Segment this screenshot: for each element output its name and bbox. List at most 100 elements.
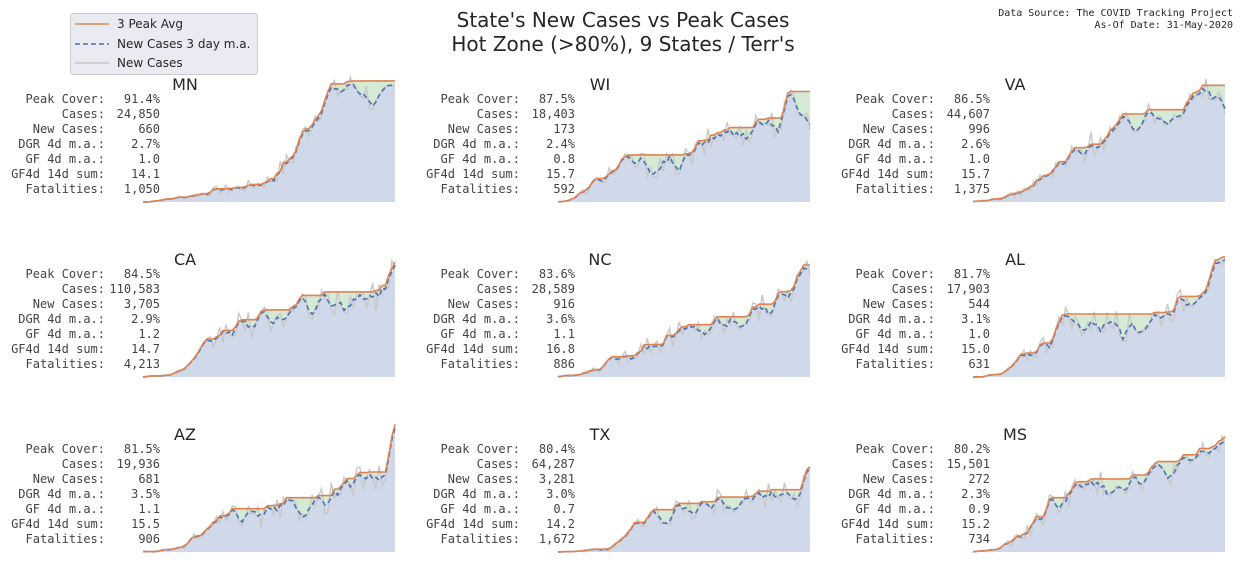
series-peak-avg	[973, 255, 1226, 378]
stat-value: 1.0	[968, 327, 990, 341]
stat-label: New Cases:	[448, 297, 520, 311]
stat-label: GF4d 14d sum:	[11, 517, 105, 531]
stat-value: 3.6%	[546, 312, 576, 326]
stat-value: 80.4%	[539, 442, 576, 456]
state-title: NC	[588, 250, 611, 269]
stat-value: 28,589	[532, 282, 575, 296]
stat-label: New Cases:	[33, 122, 105, 136]
stat-value: 681	[138, 472, 160, 486]
stat-label: Fatalities:	[856, 357, 935, 371]
stat-label: DGR 4d m.a.:	[848, 487, 935, 501]
state-title: AZ	[174, 425, 196, 444]
stat-label: Fatalities:	[26, 182, 105, 196]
fill-gap	[973, 85, 1225, 202]
stat-label: Peak Cover:	[856, 92, 935, 106]
stat-label: New Cases:	[863, 122, 935, 136]
stat-label: Fatalities:	[441, 357, 520, 371]
stat-label: New Cases:	[448, 472, 520, 486]
legend-swatch-ma	[75, 43, 109, 45]
legend: 3 Peak Avg New Cases 3 day m.a. New Case…	[70, 13, 258, 75]
data-source: Data Source: The COVID Tracking Project …	[998, 8, 1233, 32]
stat-label: Fatalities:	[856, 182, 935, 196]
stat-label: DGR 4d m.a.:	[18, 312, 105, 326]
stat-label: Cases:	[477, 457, 520, 471]
stat-label: GF 4d m.a.:	[856, 152, 935, 166]
stat-value: 2.6%	[961, 137, 991, 151]
stat-value: 1.0	[968, 152, 990, 166]
state-title: AL	[1005, 250, 1025, 269]
stat-value: 87.5%	[539, 92, 576, 106]
stat-value: 15,501	[947, 457, 990, 471]
stat-value: 2.4%	[546, 137, 576, 151]
fill-under	[973, 440, 1225, 552]
stat-value: 1.0	[138, 152, 160, 166]
stat-label: Fatalities:	[441, 532, 520, 546]
stat-label: Fatalities:	[26, 532, 105, 546]
stat-value: 14.1	[131, 167, 160, 181]
panel-mn: MN Peak Cover: 91.4% Cases: 24,850 New Cases:…	[11, 74, 396, 203]
series-peak-avg	[557, 90, 810, 203]
stat-value: 1.2	[138, 327, 160, 341]
stat-value: 24,850	[117, 107, 160, 121]
source-line-1: Data Source: The COVID Tracking Project	[998, 8, 1233, 19]
stat-value: 83.6%	[539, 267, 576, 281]
stat-label: New Cases:	[33, 472, 105, 486]
stat-label: Fatalities:	[441, 182, 520, 196]
stat-value: 18,403	[532, 107, 575, 121]
stat-value: 15.5	[131, 517, 160, 531]
stat-value: 272	[968, 472, 990, 486]
stat-value: 1,375	[954, 182, 990, 196]
state-title: TX	[589, 425, 611, 444]
stat-label: New Cases:	[863, 297, 935, 311]
stat-label: New Cases:	[448, 122, 520, 136]
stat-value: 80.2%	[954, 442, 991, 456]
panel-al: AL Peak Cover: 81.7% Cases: 17,903 New Cases:…	[841, 250, 1226, 378]
stat-value: 660	[138, 122, 160, 136]
stat-label: GF 4d m.a.:	[441, 152, 520, 166]
series-peak-avg	[142, 261, 396, 378]
stat-label: Peak Cover:	[26, 442, 105, 456]
stat-label: GF4d 14d sum:	[841, 167, 935, 181]
stat-value: 544	[968, 297, 990, 311]
stat-label: GF 4d m.a.:	[441, 502, 520, 516]
state-title: MS	[1003, 425, 1027, 444]
stat-value: 1,672	[539, 532, 575, 546]
stat-label: Peak Cover:	[856, 267, 935, 281]
stat-label: Peak Cover:	[26, 267, 105, 281]
stat-value: 4,213	[124, 357, 160, 371]
stat-label: Fatalities:	[26, 357, 105, 371]
stat-value: 173	[553, 122, 575, 136]
stat-label: GF4d 14d sum:	[11, 342, 105, 356]
stat-label: Cases:	[892, 282, 935, 296]
stat-value: 1.1	[553, 327, 575, 341]
stat-value: 91.4%	[124, 92, 161, 106]
stat-value: 14.2	[546, 517, 575, 531]
stat-label: New Cases:	[863, 472, 935, 486]
stat-value: 3.0%	[546, 487, 576, 501]
series-new-cases-ma	[973, 259, 1226, 378]
stat-value: 64,287	[532, 457, 575, 471]
fill-gap	[973, 436, 1225, 552]
legend-swatch-raw	[75, 62, 109, 64]
fill-gap	[973, 256, 1225, 377]
panel-ms: MS Peak Cover: 80.2% Cases: 15,501 New Cases:…	[841, 425, 1226, 553]
stat-label: DGR 4d m.a.:	[433, 312, 520, 326]
series-peak-avg	[972, 84, 1225, 203]
stat-label: Fatalities:	[856, 532, 935, 546]
stat-value: 15.7	[546, 167, 575, 181]
stat-label: Cases:	[477, 107, 520, 121]
source-line-2: As-Of Date: 31-May-2020	[1094, 20, 1233, 31]
stat-value: 3,705	[124, 297, 160, 311]
fill-under	[558, 469, 810, 552]
stat-value: 86.5%	[954, 92, 991, 106]
fill-under	[143, 84, 395, 202]
series-peak-avg	[143, 80, 395, 203]
state-title: VA	[1005, 75, 1026, 94]
legend-label-peak: 3 Peak Avg	[117, 17, 183, 31]
fill-under	[558, 94, 810, 202]
stat-label: GF 4d m.a.:	[441, 327, 520, 341]
stat-value: 996	[968, 122, 990, 136]
stat-label: GF4d 14d sum:	[841, 342, 935, 356]
stat-value: 16.8	[546, 342, 575, 356]
stat-label: DGR 4d m.a.:	[433, 487, 520, 501]
